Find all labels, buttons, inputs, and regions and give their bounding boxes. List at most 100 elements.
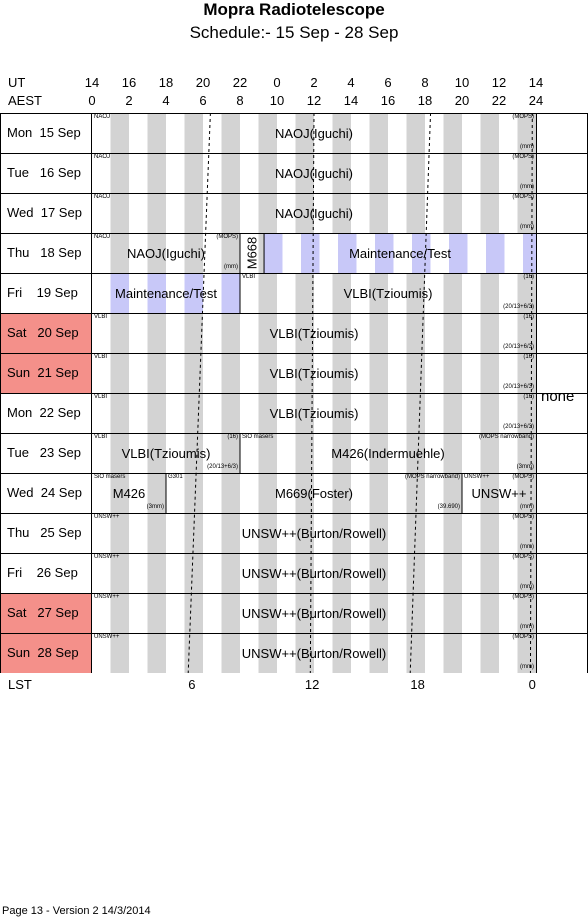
block-tag-left: VLBI	[94, 394, 108, 400]
block-label: VLBI(Tzioumis)	[269, 406, 359, 421]
block-tag-bottom: (mm)	[520, 144, 534, 150]
maintenance-cell	[504, 233, 524, 273]
block-tag-right: (MOPS)	[512, 114, 534, 120]
day-label: Sat 20 Sep	[7, 325, 79, 340]
block-tag-right: (16)	[523, 314, 534, 320]
day-label: Thu 25 Sep	[7, 525, 82, 540]
block-tag-left: NAOJ	[94, 234, 111, 240]
side-note: none	[541, 388, 575, 405]
aest-tick-label: 2	[125, 93, 133, 108]
block-tag-left: VLBI	[94, 354, 108, 360]
block-tag-right: (MOPS)	[512, 194, 534, 200]
block-tag-right: (MOPS)	[512, 554, 534, 560]
block-label: UNSW++(Burton/Rowell)	[241, 606, 387, 621]
schedule-subtitle: Schedule:- 15 Sep - 28 Sep	[189, 23, 399, 42]
ut-tick-label: 10	[454, 75, 470, 90]
day-label: Fri 26 Sep	[7, 565, 78, 580]
block-tag-left: G301	[168, 474, 183, 480]
block-tag-bottom: (39.690)	[437, 504, 460, 510]
block-tag-right: (MOPS narrowband)	[478, 434, 534, 440]
block-tag-left: SiO masers	[94, 474, 126, 480]
lst-tick-label: 6	[188, 677, 196, 692]
schedule-grid	[0, 113, 588, 673]
lst-tick-label: 0	[528, 677, 536, 692]
block-tag-left: UNSW++	[94, 554, 120, 560]
lst-axis-label: LST	[8, 677, 32, 692]
aest-tick-label: 20	[454, 93, 470, 108]
block-label: NAOJ(Iguchi)	[274, 166, 354, 181]
aest-tick-label: 18	[417, 93, 433, 108]
block-tag-left: NAOJ	[94, 154, 111, 160]
block-label: NAOJ(Iguchi)	[126, 246, 206, 261]
block-tag-right: (16)	[227, 434, 238, 440]
ut-tick-label: 4	[347, 75, 355, 90]
maintenance-cell	[129, 273, 148, 313]
block-tag-bottom: (mm)	[520, 584, 534, 590]
block-tag-bottom: (20/13+6/3)	[503, 344, 534, 350]
block-label: UNSW++	[471, 486, 527, 501]
block-label: UNSW++(Burton/Rowell)	[241, 526, 387, 541]
block-tag-bottom: (mm)	[520, 224, 534, 230]
day-label: Sat 27 Sep	[7, 605, 79, 620]
ut-tick-label: 12	[491, 75, 507, 90]
block-tag-bottom: (mm)	[520, 184, 534, 190]
aest-tick-label: 14	[343, 93, 359, 108]
day-label: Thu 18 Sep	[7, 245, 82, 260]
ut-tick-label: 22	[232, 75, 248, 90]
block-label: M426	[112, 486, 146, 501]
maintenance-cell	[356, 233, 376, 273]
ut-tick-label: 0	[273, 75, 281, 90]
maintenance-cell	[92, 273, 111, 313]
page-title: Mopra Radiotelescope	[203, 0, 385, 19]
block-tag-bottom: (mm)	[520, 504, 534, 510]
maintenance-cell	[338, 233, 357, 273]
block-label: M668	[244, 236, 260, 270]
block-tag-left: UNSW++	[94, 634, 120, 640]
maintenance-cell	[221, 273, 240, 313]
maintenance-cell	[264, 233, 283, 273]
block-tag-left: UNSW++	[94, 594, 120, 600]
day-label: Mon 15 Sep	[7, 125, 81, 140]
block-tag-bottom: (3mm)	[146, 504, 164, 510]
ut-tick-label: 18	[158, 75, 174, 90]
maintenance-cell	[393, 233, 413, 273]
maintenance-cell	[412, 233, 431, 273]
block-label: NAOJ(Iguchi)	[274, 126, 354, 141]
block-label: Maintenance/Test	[349, 246, 451, 261]
day-label: Sun 28 Sep	[7, 645, 79, 660]
block-tag-bottom: (20/13+6/3)	[503, 304, 534, 310]
weekend-highlight	[1, 593, 92, 633]
aest-tick-label: 12	[306, 93, 322, 108]
day-label: Wed 17 Sep	[7, 205, 82, 220]
maintenance-cell	[375, 233, 394, 273]
maintenance-cell	[430, 233, 450, 273]
block-label: VLBI(Tzioumis)	[269, 366, 359, 381]
ut-tick-label: 6	[384, 75, 392, 90]
aest-tick-label: 16	[380, 93, 396, 108]
ut-tick-label: 20	[195, 75, 211, 90]
block-tag-bottom: (mm)	[520, 664, 534, 670]
block-tag-left: UNSW++	[94, 514, 120, 520]
block-tag-right: (16)	[523, 394, 534, 400]
block-tag-right: (16)	[523, 274, 534, 280]
aest-axis-label: AEST	[8, 93, 42, 108]
maintenance-cell	[467, 233, 487, 273]
lst-tick-label: 18	[410, 677, 425, 692]
aest-tick-label: 4	[162, 93, 170, 108]
maintenance-cell	[110, 273, 129, 313]
day-label: Mon 22 Sep	[7, 405, 81, 420]
maintenance-cell	[319, 233, 339, 273]
block-tag-right: (MOPS)	[512, 634, 534, 640]
maintenance-cell	[523, 233, 536, 273]
aest-tick-label: 22	[491, 93, 507, 108]
weekend-highlight	[1, 633, 92, 673]
block-label: Maintenance/Test	[115, 286, 217, 301]
block-tag-right: (MOPS)	[512, 514, 534, 520]
day-label: Tue 23 Sep	[7, 445, 81, 460]
block-label: VLBI(Tzioumis)	[343, 286, 433, 301]
day-label: Sun 21 Sep	[7, 365, 79, 380]
day-label: Wed 24 Sep	[7, 485, 82, 500]
maintenance-cell	[166, 273, 185, 313]
block-tag-right: (MOPS narrowband)	[404, 474, 460, 480]
maintenance-cell	[282, 233, 302, 273]
